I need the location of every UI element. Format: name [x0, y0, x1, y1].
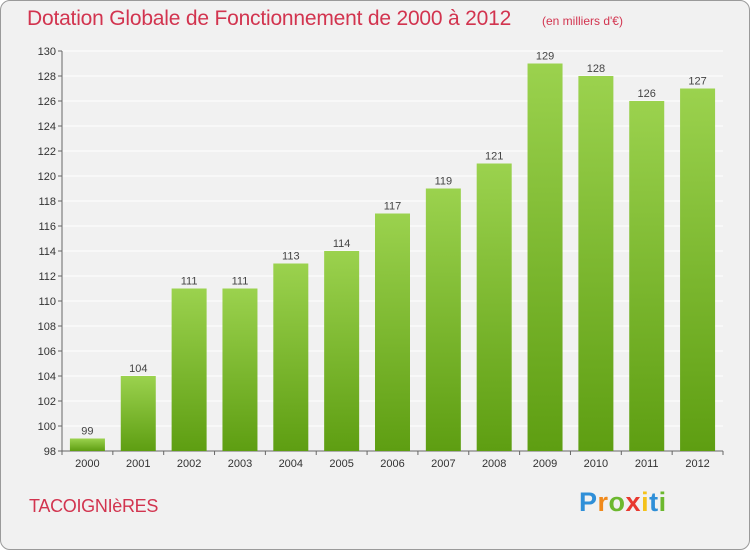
y-tick-label: 114: [38, 246, 56, 258]
bar: [578, 76, 614, 451]
chart-title: Dotation Globale de Fonctionnement de 20…: [27, 7, 512, 30]
bar-value-label: 99: [81, 426, 93, 438]
bar-value-label: 126: [638, 88, 656, 100]
y-tick-label: 100: [38, 421, 56, 433]
x-tick-label: 2007: [431, 458, 455, 470]
bar-value-label: 113: [282, 251, 300, 263]
x-tick-label: 2012: [685, 458, 709, 470]
bar: [69, 438, 105, 451]
labels: 98 100 102 104 106 108 110 112 114 116 118 120 122 12…: [38, 46, 710, 470]
bar: [425, 188, 461, 451]
bar: [476, 163, 512, 451]
y-tick-label: 112: [38, 271, 56, 283]
bar: [324, 251, 360, 451]
x-tick-label: 2010: [584, 458, 608, 470]
y-tick-label: 106: [38, 346, 56, 358]
bar-value-label: 129: [536, 51, 554, 63]
bar-value-label: 127: [688, 76, 706, 88]
y-tick-label: 120: [38, 171, 56, 183]
bar: [375, 213, 410, 451]
y-tick-label: 110: [38, 296, 56, 308]
bar: [629, 101, 665, 451]
x-tick-label: 2003: [228, 458, 252, 470]
y-tick-label: 116: [38, 221, 56, 233]
bar: [273, 263, 309, 451]
x-tick-label: 2011: [635, 458, 659, 470]
x-tick-label: 2005: [329, 458, 353, 470]
bar-value-label: 111: [181, 276, 198, 288]
x-tick-label: 2001: [126, 458, 150, 470]
y-tick-label: 128: [38, 71, 56, 83]
logo-letter: P: [579, 487, 598, 517]
bar: [222, 288, 258, 451]
y-tick-label: 118: [38, 196, 56, 208]
logo-letter: t: [649, 487, 659, 517]
bar-value-label: 119: [435, 176, 453, 188]
x-tick-label: 2002: [177, 458, 201, 470]
y-tick-label: 108: [38, 321, 56, 333]
bars: [69, 63, 716, 451]
unit-note: (en milliers d'€): [542, 14, 623, 28]
bar-value-label: 104: [129, 363, 147, 375]
x-tick-label: 2000: [75, 458, 99, 470]
logo-letter: r: [597, 487, 609, 517]
x-tick-label: 2008: [482, 458, 506, 470]
x-tick-label: 2006: [380, 458, 404, 470]
logo-letter: i: [658, 487, 667, 517]
y-tick-label: 122: [38, 146, 56, 158]
proxiti-logo: Proxiti: [579, 487, 667, 518]
y-tick-label: 126: [38, 96, 56, 108]
commune-name: TACOIGNIèRES: [29, 496, 159, 516]
y-tick-label: 104: [38, 371, 56, 383]
bar: [171, 288, 207, 451]
bar-value-label: 117: [384, 201, 402, 213]
y-tick-label: 124: [38, 121, 56, 133]
bar-value-label: 128: [587, 63, 605, 75]
x-tick-label: 2004: [279, 458, 303, 470]
bar: [120, 376, 156, 451]
bar-value-label: 111: [232, 276, 249, 288]
logo-letter: x: [625, 487, 642, 517]
y-tick-label: 130: [38, 46, 56, 58]
bar-value-label: 121: [485, 151, 503, 163]
y-tick-label: 102: [38, 396, 56, 408]
y-tick-label: 98: [44, 446, 56, 458]
bar-value-label: 114: [333, 238, 351, 250]
logo-letter: i: [641, 487, 650, 517]
bar: [680, 88, 716, 451]
logo-letter: o: [608, 487, 626, 517]
bar: [527, 63, 563, 451]
x-tick-label: 2009: [533, 458, 557, 470]
